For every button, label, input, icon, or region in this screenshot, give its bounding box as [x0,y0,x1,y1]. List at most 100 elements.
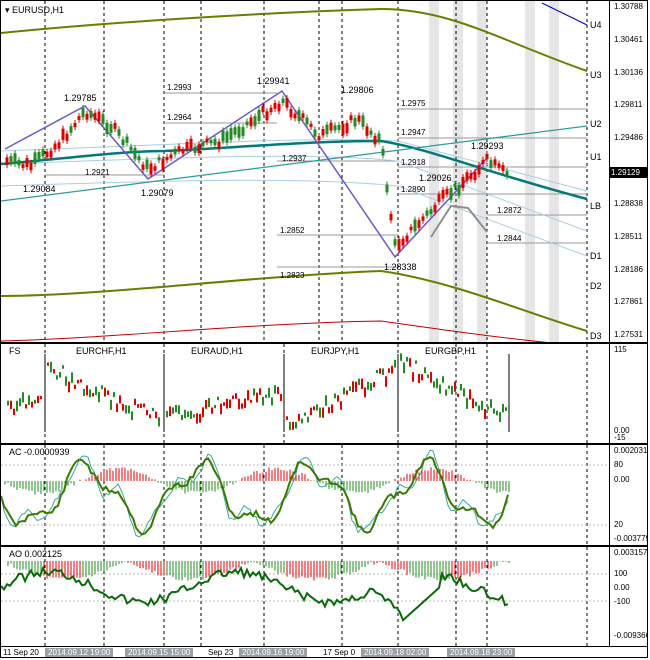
price-tick: 1.29486 [614,133,643,142]
fs-candle [137,404,139,408]
fs-candle [256,392,258,403]
fs-candle [155,411,157,419]
pane-separator[interactable] [1,342,647,344]
level-lb: LB [590,201,602,211]
fs-candle [19,398,21,407]
ao-title: AO 0.002125 [9,549,63,559]
price-candle [401,238,405,246]
zigzag-label-1: 1.29785 [64,93,97,103]
fs-candle [143,403,145,408]
fs-candle [274,385,276,394]
time-label: Sep 23 [208,648,234,657]
price-candle [53,143,57,150]
price-candle [357,115,361,122]
fs-candle [328,407,330,414]
fs-candle [343,387,345,395]
price-candle [45,151,49,158]
price-candle [161,158,165,170]
time-label: 2014.09.18 02:00 [361,648,430,657]
fs-candle [47,362,49,366]
fs-candle [86,385,88,396]
fs-candle [406,357,408,362]
fs-candle [316,404,318,411]
price-candle [293,113,297,119]
fs-candle [367,381,369,390]
grid-label: 1.2937 [282,154,307,163]
price-candle [497,163,501,168]
price-candle [457,184,461,196]
price-candle [101,114,105,125]
price-candle [181,149,185,154]
price-candle [37,152,41,160]
price-candle [69,126,73,133]
fs-candle [403,362,405,374]
fs-candle [65,376,67,386]
fs-candle [211,407,213,414]
price-candle [365,126,369,136]
ac-panel[interactable]: AC -0.0000939 [1,445,609,545]
fs-candle [349,386,351,391]
price-candle [73,122,77,128]
fs-candle [421,374,423,381]
price-candle [89,110,93,118]
fs-candle [340,401,342,410]
fs-candle [187,411,189,417]
price-candle [149,163,153,175]
price-candle [109,124,113,133]
time-label: 17 Sep 0 [323,648,356,657]
fs-tick: 0.00 [614,426,630,435]
fs-candle [134,398,136,406]
fs-candle [241,403,243,409]
fs-candle [116,403,118,413]
price-candle [265,111,269,121]
time-axis[interactable]: 11 Sep 20 2014.09.12 19:00 2014.09.15 15… [1,646,647,657]
fs-candle [34,399,36,404]
fs-candle [358,378,360,385]
fs-candle [178,405,180,415]
zigzag-label-4: 1.29941 [257,76,290,86]
ao-scale[interactable]: 0.003157 100 0.00 -100 -0.009366 [609,547,647,646]
fs-candle [16,400,18,412]
fs-candle [158,417,160,427]
fs-candle [319,407,321,418]
pane-separator[interactable] [1,443,647,445]
fs-candle [193,414,195,418]
fs-candle [436,378,438,389]
pane-separator[interactable] [1,545,647,547]
price-candle [137,156,141,161]
zigzag-label-6: 1.29293 [471,141,504,151]
price-candle [233,127,237,135]
fs-candle [226,398,228,409]
price-candle [81,108,85,118]
fs-panel[interactable]: FS EURCHF,H1 EURAUD,H1 EURJPY,H1 EURGBP,… [1,344,609,443]
fs-candle [152,407,154,412]
fs-candle [379,368,381,374]
price-candle [237,126,241,138]
price-candle [501,165,505,172]
fs-candle [92,392,94,397]
fs-candle [298,413,300,421]
ac-tick: 20 [614,520,623,529]
price-chart-svg [1,1,588,342]
ac-scale[interactable]: 0.002031 80 0.00 20 -0.003779 [609,445,647,545]
fs-candle [214,405,216,409]
price-candle [5,157,9,166]
fs-candle [376,369,378,374]
fs-candle [337,395,339,402]
price-tick: 1.27531 [614,330,643,339]
fs-candle [146,409,148,416]
grid-label: 1.2918 [401,158,426,167]
price-candle [25,158,29,168]
fs-candle [331,404,333,414]
fs-candle [442,376,444,383]
price-candle [29,162,33,171]
fs-candle [412,372,414,382]
ao-tick: 0.00 [614,583,630,592]
fs-scale[interactable]: 115 0.00 -15 [609,344,647,443]
fs-candle [220,403,222,415]
fs-candle [98,392,100,403]
fs-candle [361,378,363,389]
main-price-pane[interactable]: ▾ EURUSD,H1 1.29785 1.29084 1.29079 1.29… [1,1,609,342]
fs-candle [50,361,52,373]
ao-panel[interactable]: AO 0.002125 [1,547,609,646]
